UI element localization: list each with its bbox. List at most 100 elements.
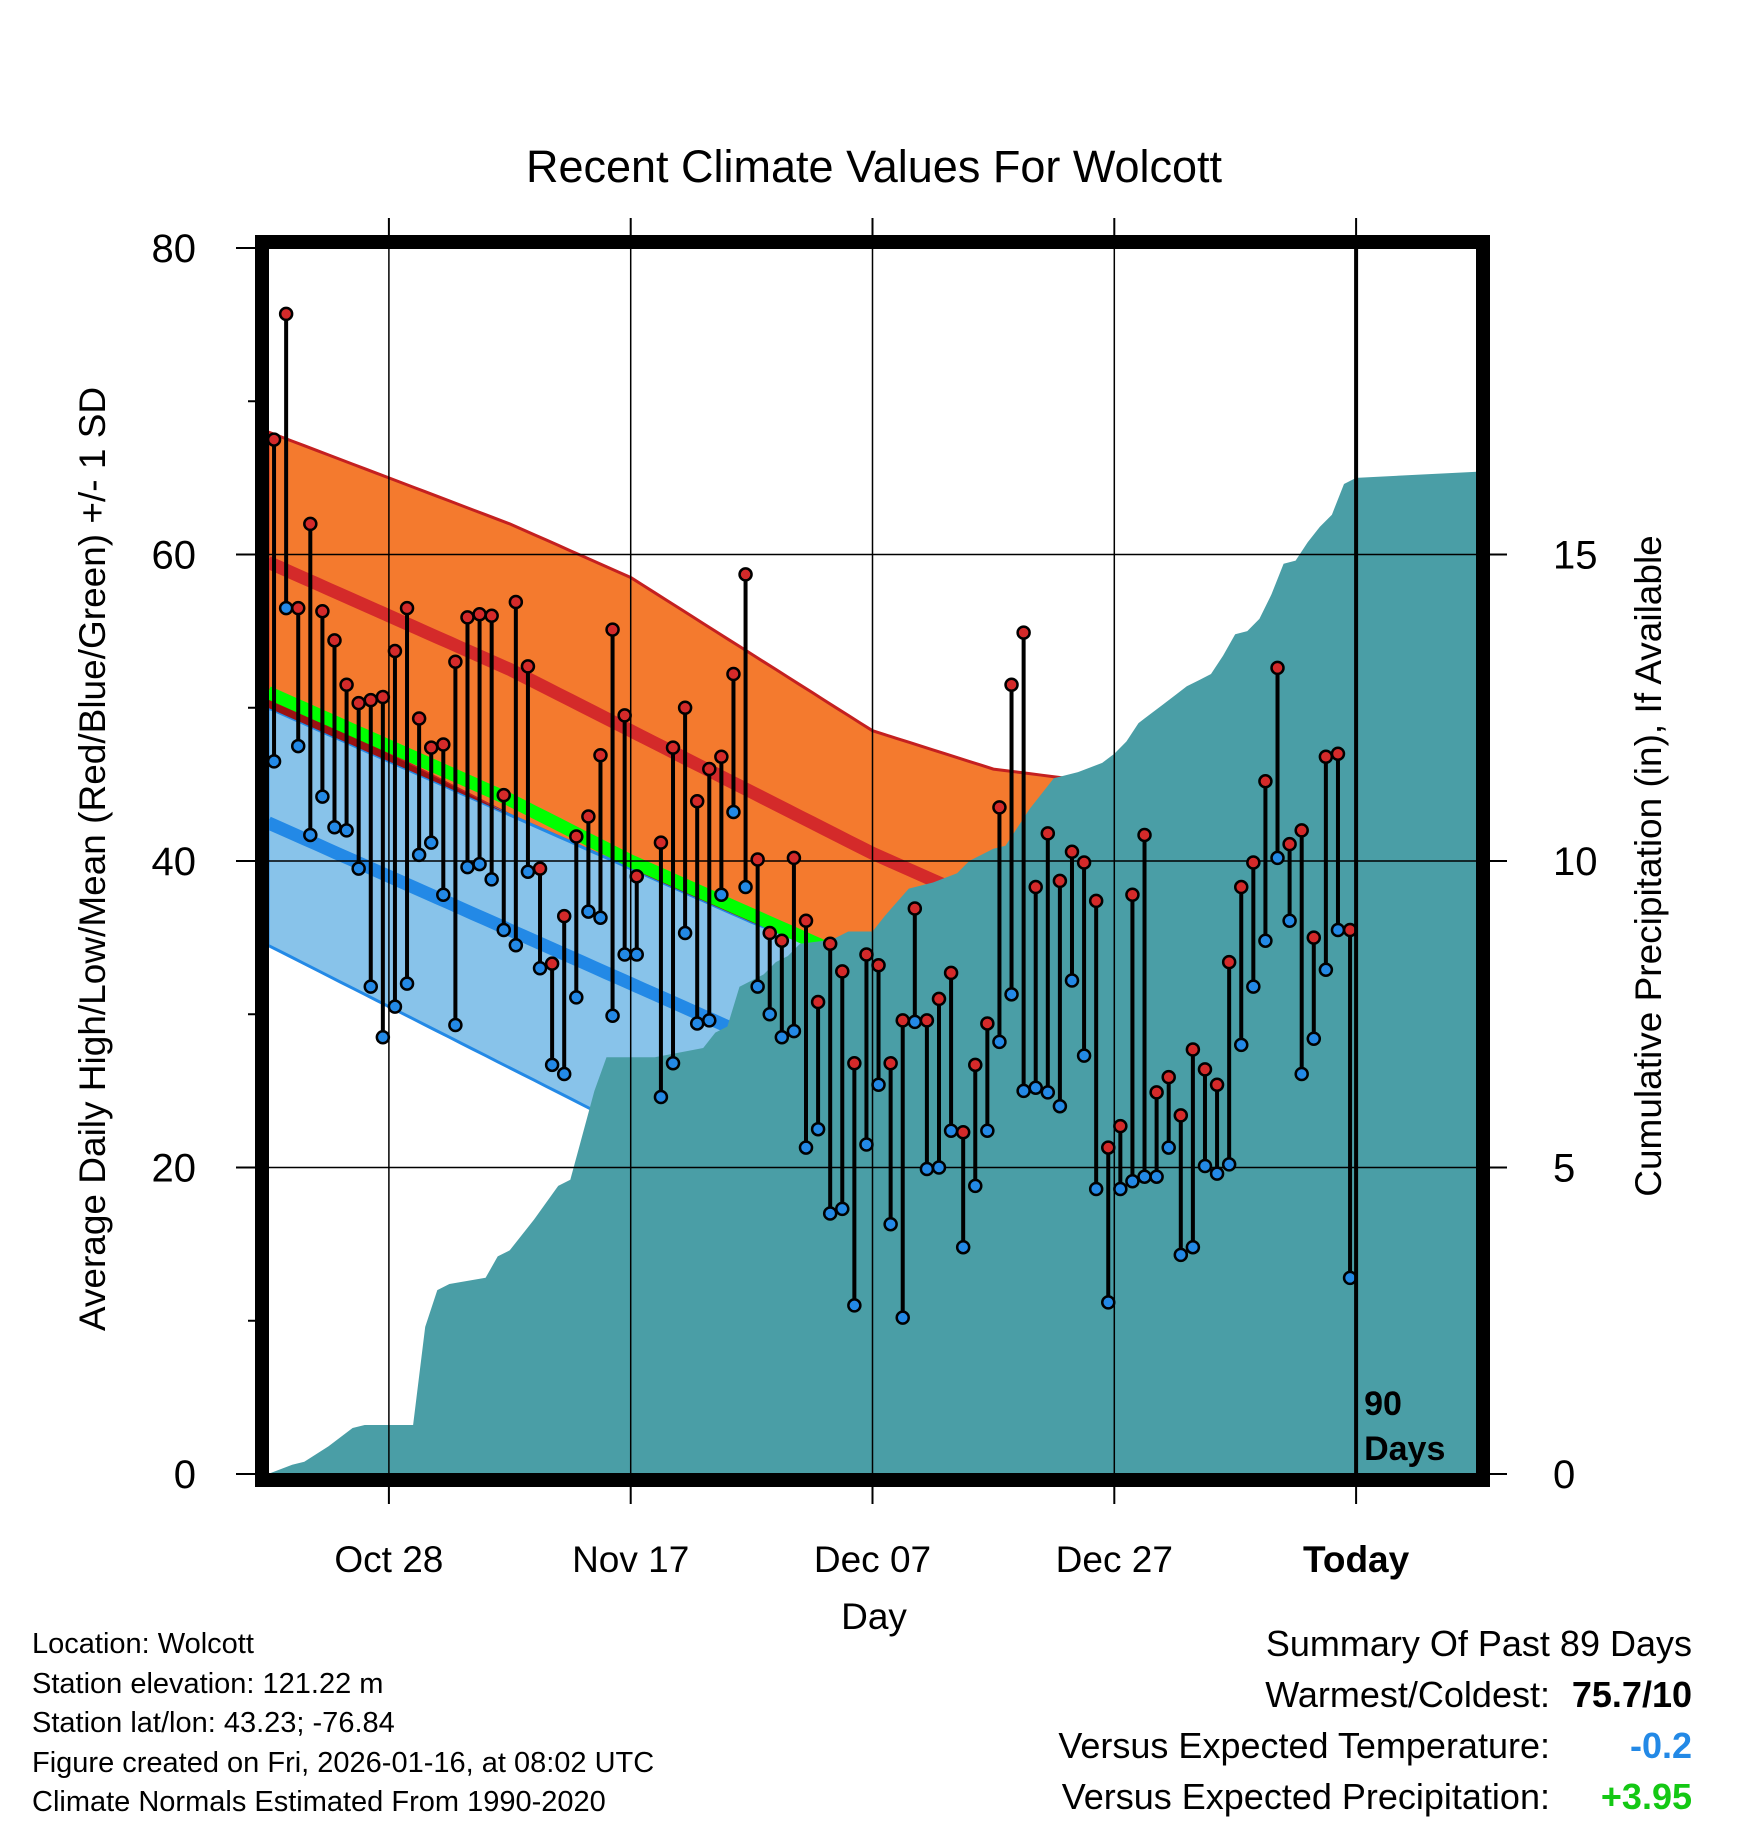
- daily-low-point: [556, 1066, 572, 1082]
- daily-low-point: [822, 1206, 838, 1221]
- daily-high-point: [1076, 855, 1092, 870]
- daily-high-point: [1318, 749, 1334, 765]
- y-axis-label: Average Daily High/Low/Mean (Red/Blue/Gr…: [72, 387, 113, 1331]
- x-tick-label: Nov 17: [572, 1539, 689, 1580]
- daily-low-point: [653, 1089, 669, 1105]
- daily-high-point: [532, 861, 548, 876]
- daily-high-point: [629, 869, 644, 884]
- daily-high-point: [423, 740, 439, 755]
- daily-high-point: [750, 852, 765, 867]
- daily-high-point: [436, 737, 451, 752]
- daily-high-point: [1330, 746, 1346, 761]
- daily-low-point: [750, 979, 765, 994]
- precip-vs-expected-label: Versus Expected Precipitation:: [1061, 1776, 1550, 1817]
- daily-high-point: [544, 956, 560, 971]
- daily-low-point: [689, 1016, 705, 1031]
- daily-low-point: [1016, 1083, 1031, 1099]
- x-tick-label: Oct 28: [334, 1539, 443, 1580]
- normals-text: Climate Normals Estimated From 1990-2020: [32, 1786, 606, 1818]
- daily-low-point: [581, 904, 596, 919]
- station-info: Location: Wolcott Station elevation: 121…: [32, 1625, 654, 1823]
- daily-low-point: [847, 1298, 862, 1313]
- daily-high-point: [496, 787, 512, 803]
- daily-low-point: [895, 1310, 910, 1325]
- temp-vs-expected-row: Versus Expected Temperature: -0.2: [1058, 1720, 1692, 1771]
- daily-high-point: [268, 432, 282, 447]
- daily-low-point: [1209, 1166, 1225, 1181]
- daily-high-point: [1282, 836, 1297, 852]
- daily-low-point: [835, 1201, 850, 1217]
- daily-high-point: [484, 608, 499, 624]
- daily-high-point: [955, 1125, 971, 1140]
- daily-high-point: [968, 1057, 983, 1073]
- daily-low-point: [411, 847, 427, 863]
- daily-high-point: [677, 700, 693, 715]
- daily-low-point: [605, 1008, 620, 1024]
- daily-high-point: [472, 607, 487, 622]
- daily-low-point: [714, 887, 729, 902]
- daily-high-point: [786, 850, 802, 866]
- daily-low-point: [810, 1121, 826, 1137]
- daily-low-point: [968, 1178, 983, 1194]
- daily-high-point: [1113, 1118, 1128, 1134]
- daily-low-point: [1185, 1239, 1201, 1255]
- daily-high-point: [448, 654, 463, 670]
- daily-high-point: [653, 835, 669, 850]
- x-tick-label: Dec 27: [1056, 1539, 1173, 1580]
- daily-low-point: [448, 1017, 463, 1033]
- daily-low-point: [919, 1161, 935, 1177]
- daily-low-point: [1282, 913, 1297, 929]
- daily-low-point: [931, 1160, 947, 1175]
- daily-high-point: [726, 666, 741, 682]
- daily-high-point: [315, 603, 330, 619]
- daily-high-point: [931, 991, 947, 1007]
- daily-low-point: [955, 1239, 971, 1255]
- daily-high-point: [1028, 879, 1043, 895]
- daily-low-point: [315, 789, 330, 804]
- temp-vs-expected-value: -0.2: [1629, 1725, 1692, 1766]
- daily-high-point: [1209, 1077, 1225, 1092]
- daily-high-point: [1101, 1140, 1116, 1155]
- daily-high-point: [399, 600, 415, 616]
- daily-low-point: [786, 1023, 802, 1039]
- daily-high-point: [617, 708, 632, 723]
- temp-vs-expected-label: Versus Expected Temperature:: [1058, 1725, 1550, 1766]
- daily-low-point: [665, 1056, 681, 1071]
- daily-low-point: [303, 827, 318, 843]
- daily-high-point: [1233, 879, 1249, 895]
- daily-low-point: [1233, 1037, 1249, 1053]
- daily-high-point: [290, 600, 306, 616]
- daily-high-point: [1173, 1108, 1189, 1123]
- daily-high-point: [363, 692, 379, 708]
- daily-low-point: [1330, 922, 1346, 938]
- daily-low-point: [1149, 1169, 1164, 1184]
- daily-high-point: [738, 567, 753, 582]
- daily-high-point: [714, 749, 729, 765]
- daily-high-point: [375, 689, 391, 705]
- daily-low-point: [883, 1216, 898, 1232]
- daily-low-point: [1028, 1080, 1043, 1096]
- precip-vs-expected-row: Versus Expected Precipitation: +3.95: [1058, 1771, 1692, 1822]
- x-tick-label: Today: [1303, 1539, 1410, 1580]
- daily-high-point: [1064, 844, 1080, 860]
- daily-low-point: [339, 823, 354, 838]
- daily-high-point: [835, 964, 850, 979]
- daily-low-point: [484, 872, 499, 887]
- y-tick-label: 0: [174, 1453, 196, 1497]
- daily-high-point: [919, 1013, 935, 1028]
- created-text: Figure created on Fri, 2026-01-16, at 08…: [32, 1746, 655, 1779]
- daily-low-point: [1101, 1295, 1116, 1310]
- y2-tick-label: 5: [1553, 1147, 1575, 1191]
- today-days-number: 90: [1364, 1385, 1402, 1423]
- daily-high-point: [810, 994, 826, 1010]
- precip-vs-expected-value: +3.95: [1600, 1776, 1692, 1817]
- daily-high-point: [1088, 893, 1104, 909]
- daily-low-point: [1064, 973, 1080, 988]
- daily-low-point: [593, 910, 608, 925]
- daily-low-point: [1258, 933, 1273, 948]
- x-axis-label: Day: [841, 1596, 907, 1637]
- y-tick-label: 60: [152, 534, 197, 578]
- daily-high-point: [871, 957, 886, 973]
- daily-high-point: [883, 1056, 898, 1071]
